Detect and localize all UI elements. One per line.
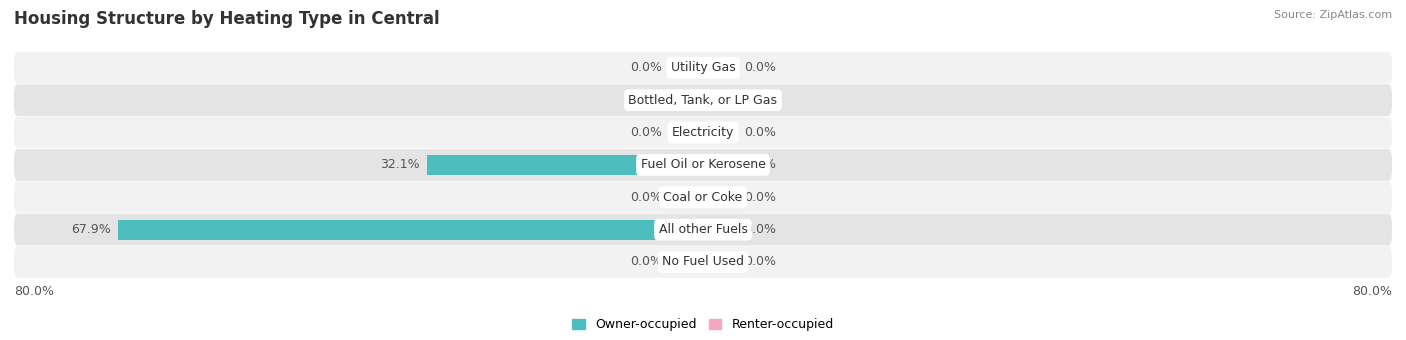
Bar bbox=[703, 252, 738, 272]
Text: 0.0%: 0.0% bbox=[744, 126, 776, 139]
Bar bbox=[703, 122, 738, 142]
Bar bbox=[703, 90, 738, 110]
Bar bbox=[669, 252, 703, 272]
Text: 32.1%: 32.1% bbox=[380, 158, 419, 171]
Text: Source: ZipAtlas.com: Source: ZipAtlas.com bbox=[1274, 10, 1392, 20]
Text: Bottled, Tank, or LP Gas: Bottled, Tank, or LP Gas bbox=[628, 94, 778, 107]
Text: Housing Structure by Heating Type in Central: Housing Structure by Heating Type in Cen… bbox=[14, 10, 440, 28]
Text: 0.0%: 0.0% bbox=[630, 94, 662, 107]
Bar bbox=[703, 155, 738, 175]
Text: Fuel Oil or Kerosene: Fuel Oil or Kerosene bbox=[641, 158, 765, 171]
FancyBboxPatch shape bbox=[14, 149, 1392, 181]
FancyBboxPatch shape bbox=[14, 84, 1392, 116]
Bar bbox=[669, 122, 703, 142]
Bar bbox=[669, 58, 703, 78]
FancyBboxPatch shape bbox=[14, 214, 1392, 245]
Text: Electricity: Electricity bbox=[672, 126, 734, 139]
Text: 0.0%: 0.0% bbox=[744, 61, 776, 74]
Text: 0.0%: 0.0% bbox=[744, 223, 776, 236]
Text: 0.0%: 0.0% bbox=[744, 158, 776, 171]
Text: 0.0%: 0.0% bbox=[744, 191, 776, 204]
FancyBboxPatch shape bbox=[14, 52, 1392, 84]
Text: Utility Gas: Utility Gas bbox=[671, 61, 735, 74]
Text: 0.0%: 0.0% bbox=[744, 94, 776, 107]
Text: 0.0%: 0.0% bbox=[630, 126, 662, 139]
Bar bbox=[703, 58, 738, 78]
Text: No Fuel Used: No Fuel Used bbox=[662, 255, 744, 269]
FancyBboxPatch shape bbox=[14, 182, 1392, 213]
Bar bbox=[426, 155, 703, 175]
Text: 80.0%: 80.0% bbox=[14, 285, 53, 298]
Text: 0.0%: 0.0% bbox=[630, 61, 662, 74]
Bar bbox=[703, 220, 738, 240]
Text: 0.0%: 0.0% bbox=[744, 255, 776, 269]
Text: 0.0%: 0.0% bbox=[630, 191, 662, 204]
Bar bbox=[118, 220, 703, 240]
Text: All other Fuels: All other Fuels bbox=[658, 223, 748, 236]
Text: 67.9%: 67.9% bbox=[72, 223, 111, 236]
Text: 80.0%: 80.0% bbox=[1353, 285, 1392, 298]
Text: 0.0%: 0.0% bbox=[630, 255, 662, 269]
Bar bbox=[669, 90, 703, 110]
Bar bbox=[669, 187, 703, 207]
FancyBboxPatch shape bbox=[14, 117, 1392, 148]
Legend: Owner-occupied, Renter-occupied: Owner-occupied, Renter-occupied bbox=[568, 313, 838, 336]
Text: Coal or Coke: Coal or Coke bbox=[664, 191, 742, 204]
FancyBboxPatch shape bbox=[14, 246, 1392, 278]
Bar bbox=[703, 187, 738, 207]
